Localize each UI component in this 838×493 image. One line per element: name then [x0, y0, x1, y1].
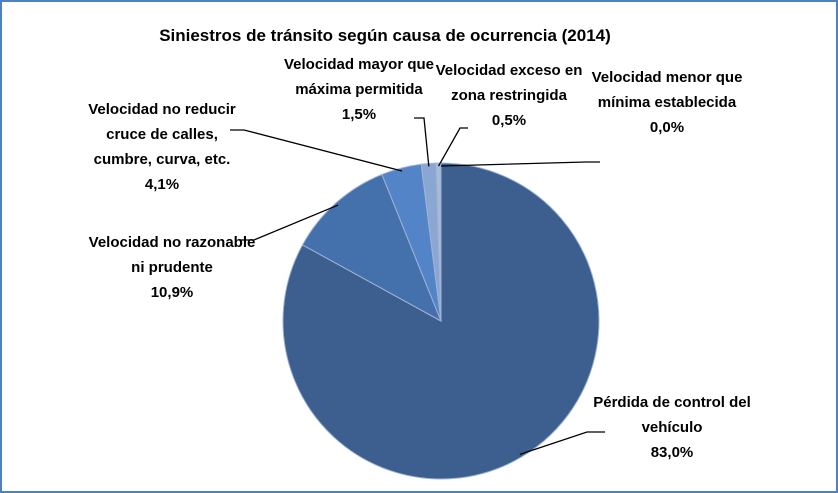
category-label: Pérdida de control del vehículo	[593, 394, 751, 436]
category-label: Velocidad no reducir cruce de calles, cu…	[88, 101, 236, 168]
leader-line	[230, 129, 403, 172]
leader-line	[240, 204, 339, 241]
slice-label: Velocidad no reducir cruce de calles, cu…	[77, 97, 247, 197]
slice-label: Velocidad menor que mínima establecida 0,…	[582, 65, 752, 140]
leader-line	[414, 117, 430, 167]
slice-label: Velocidad exceso en zona restringida 0,5%	[424, 58, 594, 133]
chart-title: Siniestros de tránsito según causa de oc…	[159, 26, 611, 45]
leader-line	[519, 431, 605, 456]
value-label: 0,0%	[649, 119, 685, 136]
category-label: Velocidad mayor que máxima permitida	[283, 56, 435, 98]
category-label: Velocidad exceso en zona restringida	[435, 62, 583, 104]
value-label: 4,1%	[144, 176, 180, 193]
slice-label: Velocidad no razonable ni prudente 10,9%	[87, 230, 257, 305]
pie-slice	[301, 173, 442, 323]
value-label: 1,5%	[341, 106, 377, 123]
slice-label: Pérdida de control del vehículo 83,0%	[587, 390, 757, 465]
category-label: Velocidad menor que mínima establecida	[591, 69, 743, 111]
leader-line	[437, 127, 468, 167]
value-label: 10,9%	[150, 284, 194, 301]
slice-label: Velocidad mayor que máxima permitida 1,5%	[274, 52, 444, 127]
category-label: Velocidad no razonable ni prudente	[88, 234, 256, 276]
leader-line	[440, 161, 600, 167]
value-label: 0,5%	[491, 112, 527, 129]
value-label: 83,0%	[650, 444, 694, 461]
